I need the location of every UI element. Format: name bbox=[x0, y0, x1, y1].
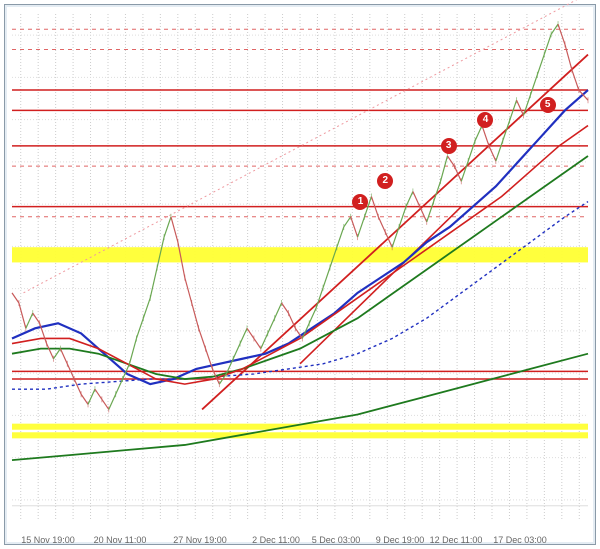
x-axis-label: 5 Dec 03:00 bbox=[312, 535, 361, 545]
wave-marker-2: 2 bbox=[377, 173, 393, 189]
x-axis-label: 2 Dec 11:00 bbox=[252, 535, 300, 545]
x-axis-label: 15 Nov 19:00 bbox=[21, 535, 75, 545]
plot-area[interactable]: 12 3 4 5 bbox=[12, 14, 588, 521]
ma-green-mid bbox=[12, 156, 588, 379]
x-axis-label: 17 Dec 03:00 bbox=[493, 535, 547, 545]
chart-svg bbox=[12, 14, 588, 521]
wave-marker-1: 1 bbox=[352, 194, 368, 210]
x-axis-label: 20 Nov 11:00 bbox=[94, 535, 147, 545]
ma-blue-dash bbox=[12, 202, 588, 390]
x-axis-label: 27 Nov 19:00 bbox=[173, 535, 227, 545]
wave-marker-5: 5 bbox=[540, 97, 556, 113]
x-axis-label: 12 Dec 11:00 bbox=[430, 535, 483, 545]
ma-green-slow bbox=[12, 354, 588, 460]
x-axis: 15 Nov 19:00 20 Nov 11:00 27 Nov 19:00 2 De… bbox=[12, 523, 588, 545]
x-axis-label: 9 Dec 19:00 bbox=[376, 535, 425, 545]
wave-marker-3: 3 bbox=[441, 138, 457, 154]
chart-window: 12 3 4 5 15 Nov 19:00 20 Nov 11:00 27 Nov 19:… bbox=[0, 0, 600, 549]
wave-marker-4: 4 bbox=[477, 112, 493, 128]
